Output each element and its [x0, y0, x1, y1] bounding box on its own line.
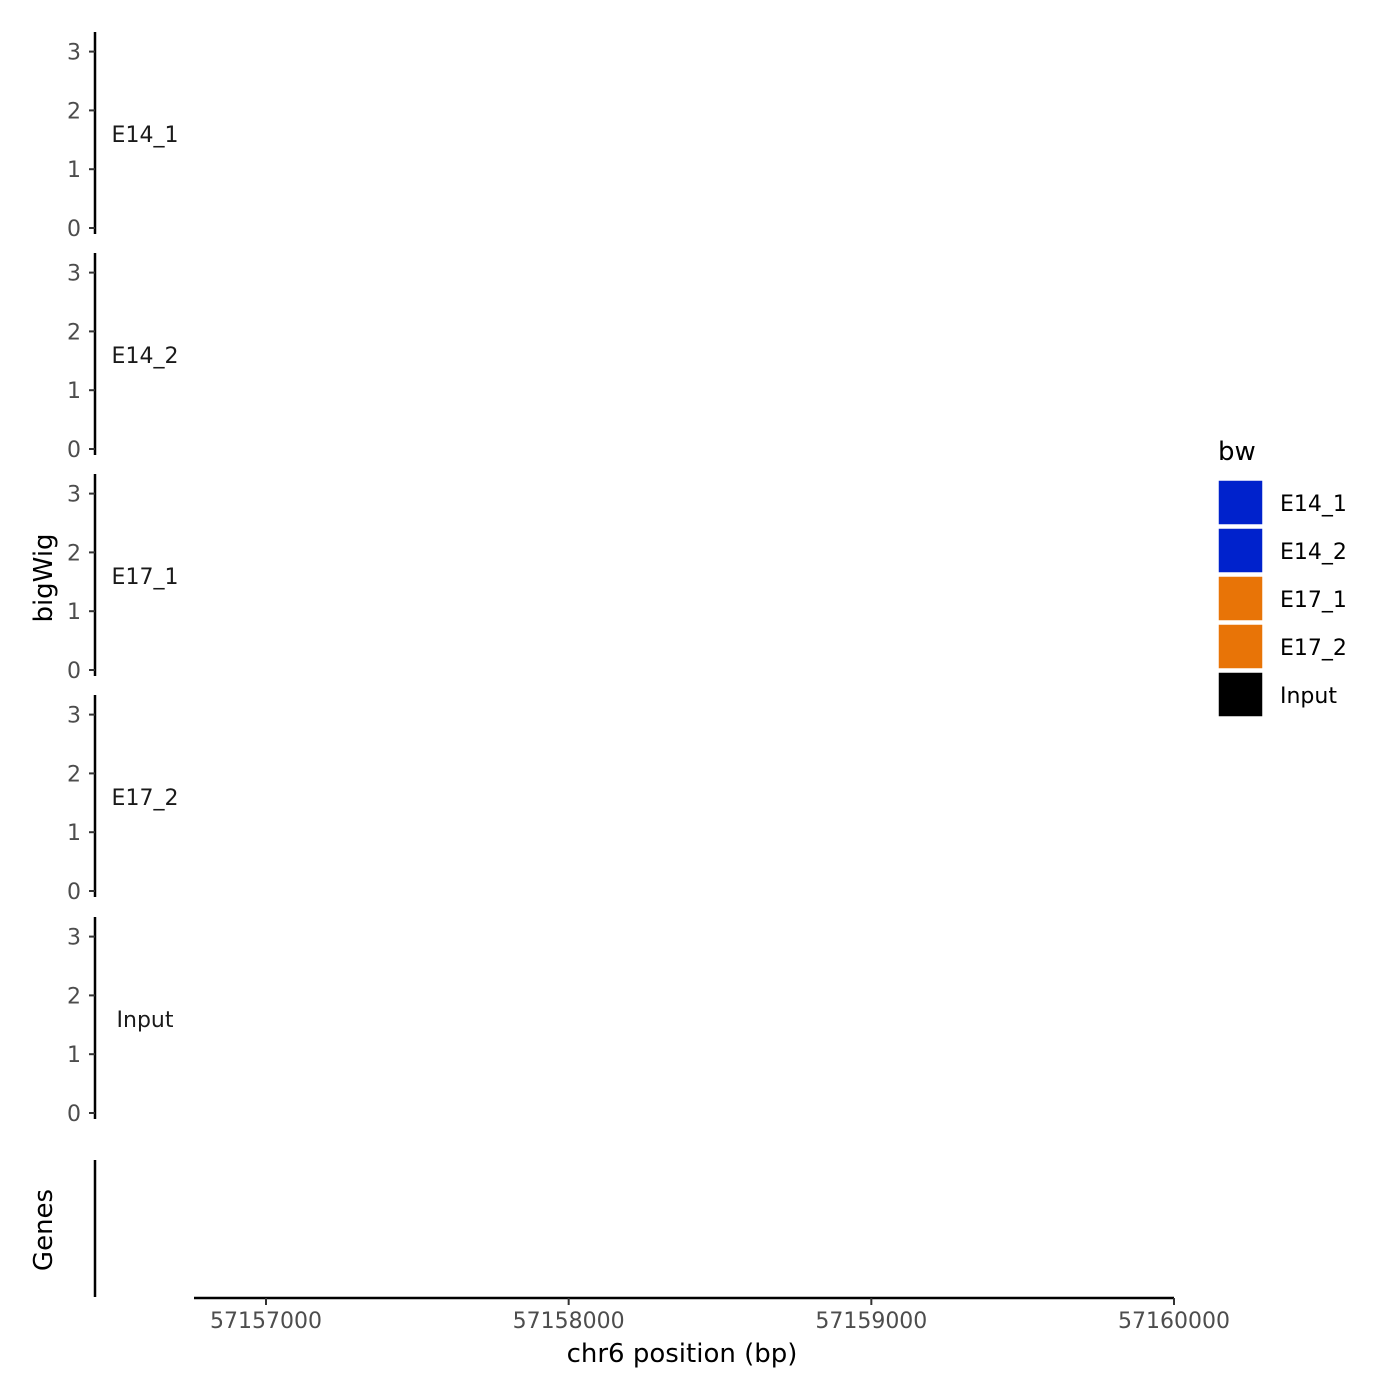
- legend-item-E17_1: E17_1: [1217, 575, 1347, 622]
- legend-label: E14_2: [1280, 540, 1347, 565]
- y-tick-label: 0: [67, 1102, 81, 1127]
- y-tick-label: 2: [67, 320, 81, 345]
- y-tick-label: 0: [67, 217, 81, 242]
- track-Input: 0 1 2 3 Input: [67, 917, 174, 1127]
- y-tick-label: 1: [67, 379, 81, 404]
- x-tick-label: 57160000: [1118, 1309, 1230, 1334]
- y-tick-label: 3: [67, 41, 81, 66]
- legend-swatch: [1217, 575, 1264, 622]
- legend-label: Input: [1280, 684, 1337, 709]
- x-axis: 57157000 57158000 57159000 57160000: [194, 1296, 1230, 1334]
- track-E14_2: 0 1 2 3 E14_2: [67, 253, 179, 463]
- x-tick-label: 57159000: [815, 1309, 927, 1334]
- track-label: E17_2: [112, 786, 179, 811]
- track-E14_1: 0 1 2 3 E14_1: [67, 32, 179, 242]
- y-tick-label: 2: [67, 762, 81, 787]
- y-tick-label: 3: [67, 704, 81, 729]
- legend-item-Input: Input: [1217, 671, 1337, 718]
- legend-swatch: [1217, 623, 1264, 670]
- legend-label: E17_2: [1280, 636, 1347, 661]
- legend-swatch: [1217, 671, 1264, 718]
- legend: E14_1 E14_2 E17_1 E17_2 Input: [1217, 479, 1347, 718]
- y-axis-title: bigWig: [29, 533, 59, 622]
- y-tick-label: 2: [67, 99, 81, 124]
- track-label: E17_1: [112, 565, 179, 590]
- y-tick-label: 0: [67, 880, 81, 905]
- y-tick-label: 1: [67, 821, 81, 846]
- track-E17_1: 0 1 2 3 E17_1: [67, 474, 179, 684]
- legend-item-E17_2: E17_2: [1217, 623, 1347, 670]
- legend-item-E14_2: E14_2: [1217, 527, 1347, 574]
- x-tick-label: 57158000: [513, 1309, 625, 1334]
- y-tick-label: 2: [67, 984, 81, 1009]
- y-tick-label: 1: [67, 158, 81, 183]
- legend-label: E17_1: [1280, 588, 1347, 613]
- y-tick-label: 3: [67, 262, 81, 287]
- genes-axis-title: Genes: [29, 1189, 59, 1271]
- track-label: E14_2: [112, 344, 179, 369]
- legend-item-E14_1: E14_1: [1217, 479, 1347, 526]
- genes-panel: Vmn1r12: [93, 1160, 97, 1297]
- y-tick-label: 3: [67, 483, 81, 508]
- track-panels: 0 1 2 3 E14_1 0 1 2 3 E14_2 0 1 2 3 E17_1 0 1 2 3 E17_2 0 1 2 3…: [67, 32, 179, 1127]
- legend-swatch: [1217, 479, 1264, 526]
- y-tick-label: 2: [67, 541, 81, 566]
- legend-label: E14_1: [1280, 492, 1347, 517]
- legend-title: bw: [1218, 437, 1256, 467]
- y-tick-label: 0: [67, 659, 81, 684]
- y-tick-label: 3: [67, 926, 81, 951]
- x-axis-title: chr6 position (bp): [567, 1339, 798, 1369]
- track-label: Input: [117, 1008, 174, 1033]
- y-tick-label: 0: [67, 438, 81, 463]
- x-tick-label: 57157000: [210, 1309, 322, 1334]
- y-tick-label: 1: [67, 600, 81, 625]
- legend-swatch: [1217, 527, 1264, 574]
- y-tick-label: 1: [67, 1043, 81, 1068]
- track-E17_2: 0 1 2 3 E17_2: [67, 695, 179, 905]
- track-label: E14_1: [112, 123, 179, 148]
